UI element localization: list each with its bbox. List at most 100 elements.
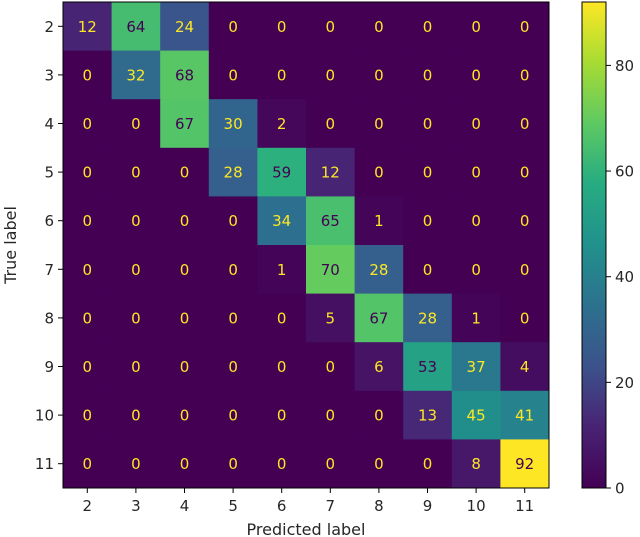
cell-value-label: 0: [326, 18, 336, 36]
heatmap-cell: [306, 245, 356, 295]
cell-value-label: 0: [471, 261, 481, 279]
cell-value-label: 67: [369, 309, 388, 327]
cell-value-label: 4: [520, 358, 530, 376]
heatmap-cell: [208, 2, 258, 52]
heatmap-cell: [208, 439, 258, 489]
cell-value-label: 0: [423, 164, 433, 182]
cell-value-label: 45: [467, 407, 486, 425]
cell-value-label: 0: [471, 164, 481, 182]
heatmap-cell: [111, 147, 161, 197]
heatmap-cell: [403, 390, 453, 440]
cell-value-label: 41: [515, 407, 534, 425]
cell-value-label: 0: [277, 309, 287, 327]
cell-value-label: 0: [277, 18, 287, 36]
cell-value-label: 0: [180, 212, 190, 230]
cell-value-label: 0: [374, 66, 384, 84]
heatmap-cell: [451, 196, 501, 246]
heatmap-cell: [208, 390, 258, 440]
heatmap-cell: [257, 99, 307, 149]
cell-value-label: 0: [83, 261, 93, 279]
heatmap-cell: [403, 99, 453, 149]
y-tick-label: 4: [44, 115, 54, 133]
cell-value-label: 0: [326, 66, 336, 84]
heatmap-cell: [208, 147, 258, 197]
cell-value-label: 0: [228, 18, 238, 36]
heatmap-cell: [63, 147, 113, 197]
heatmap-cell: [111, 439, 161, 489]
heatmap-cell: [63, 439, 113, 489]
heatmap-cell: [451, 147, 501, 197]
cell-value-label: 30: [224, 115, 243, 133]
x-tick-label: 5: [228, 497, 238, 515]
heatmap-cell: [160, 439, 210, 489]
heatmap-cell: [111, 196, 161, 246]
heatmap-cell: [354, 99, 404, 149]
cell-value-label: 0: [326, 407, 336, 425]
cell-value-label: 0: [83, 164, 93, 182]
heatmap-cell: [451, 245, 501, 295]
heatmap-cell: [63, 50, 113, 100]
cell-value-label: 67: [175, 115, 194, 133]
colorbar-tick-label: 80: [615, 57, 634, 75]
cell-value-label: 12: [78, 18, 97, 36]
heatmap-cell: [63, 390, 113, 440]
cell-value-label: 5: [326, 309, 336, 327]
heatmap-cell: [500, 99, 550, 149]
cell-value-label: 0: [228, 309, 238, 327]
heatmap-cell: [111, 293, 161, 343]
heatmap-cell: [354, 439, 404, 489]
cell-value-label: 6: [374, 358, 384, 376]
cell-value-label: 0: [277, 358, 287, 376]
heatmap-cell: [354, 196, 404, 246]
heatmap-cell: [500, 50, 550, 100]
heatmap-cell: [257, 439, 307, 489]
heatmap-cell: [257, 196, 307, 246]
heatmap-cell: [500, 2, 550, 52]
cell-value-label: 0: [228, 212, 238, 230]
cell-value-label: 0: [131, 261, 141, 279]
heatmap-cell: [257, 2, 307, 52]
cell-value-label: 0: [277, 407, 287, 425]
cell-value-label: 1: [471, 309, 481, 327]
y-tick-label: 6: [44, 212, 54, 230]
cell-value-label: 0: [83, 309, 93, 327]
x-axis-label: Predicted label: [247, 520, 366, 537]
y-tick-label: 5: [44, 164, 54, 182]
heatmap-cell: [257, 390, 307, 440]
x-tick-label: 11: [515, 497, 534, 515]
cell-value-label: 92: [515, 455, 534, 473]
y-tick-label: 11: [35, 455, 54, 473]
cell-value-label: 0: [471, 115, 481, 133]
heatmap-cell: [403, 2, 453, 52]
heatmap-cell: [63, 245, 113, 295]
y-tick-label: 3: [44, 66, 54, 84]
cell-value-label: 0: [131, 455, 141, 473]
heatmap-cell: [63, 2, 113, 52]
heatmap-cell: [451, 50, 501, 100]
cell-value-label: 0: [180, 261, 190, 279]
heatmap-cell: [354, 147, 404, 197]
heatmap-cell: [500, 196, 550, 246]
cell-value-label: 0: [374, 164, 384, 182]
cell-value-label: 0: [374, 407, 384, 425]
cell-value-label: 13: [418, 407, 437, 425]
heatmap-cell: [500, 293, 550, 343]
cell-value-label: 0: [277, 66, 287, 84]
y-tick-label: 2: [44, 18, 54, 36]
cell-value-label: 0: [277, 455, 287, 473]
cell-value-label: 0: [374, 115, 384, 133]
cell-value-label: 1: [277, 261, 287, 279]
cell-value-label: 0: [374, 455, 384, 473]
heatmap-cell: [208, 50, 258, 100]
heatmap-cell: [500, 245, 550, 295]
cell-value-label: 8: [471, 455, 481, 473]
heatmap-cell: [111, 245, 161, 295]
heatmap-cell: [500, 390, 550, 440]
heatmap-cell: [160, 390, 210, 440]
heatmap-cell: [306, 2, 356, 52]
heatmap-cell: [257, 245, 307, 295]
cell-value-label: 0: [423, 455, 433, 473]
x-axis-ticks: 2 3 4 5 6 7 8 9 10 11: [83, 488, 534, 515]
cell-value-label: 65: [321, 212, 340, 230]
